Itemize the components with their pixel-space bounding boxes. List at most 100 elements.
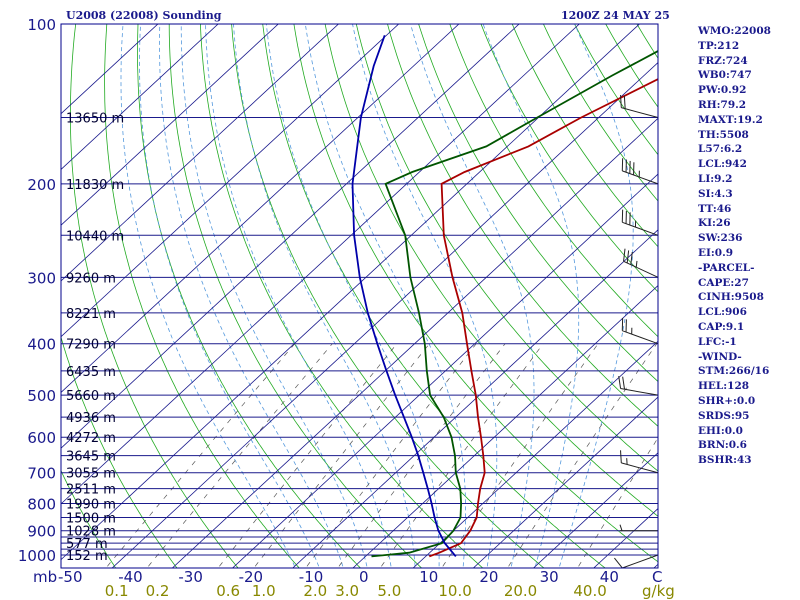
temperature-tick: 0 (359, 568, 369, 586)
mixing-ratio-line (508, 343, 658, 567)
moist-adiabat-line (139, 24, 320, 567)
index-item: SI:4.3 (698, 187, 733, 200)
mixing-ratio-line (442, 343, 599, 567)
isotherm-line (61, 24, 460, 393)
dry-adiabat-line (0, 12, 60, 577)
mixing-ratio-tick: 3.0 (335, 582, 359, 600)
temperature-tick: -50 (58, 568, 83, 586)
temperature-tick: -20 (239, 568, 264, 586)
wind-barb-feather (614, 557, 623, 569)
isotherm-line (231, 173, 658, 568)
index-item: TH:5508 (698, 128, 749, 141)
pressure-tick: 800 (27, 496, 56, 514)
index-item: LFC:-1 (698, 335, 737, 348)
mixing-ratio-tick: 20.0 (504, 582, 537, 600)
isotherm-line (412, 340, 658, 568)
index-item: CINH:9508 (698, 291, 764, 304)
height-label: 6435 m (66, 365, 116, 380)
wind-barbs (614, 95, 659, 569)
wind-barb (622, 554, 659, 569)
index-item: WMO:22008 (698, 25, 771, 37)
stability-indices: WMO:22008 TP:212 FRZ:724 WB0:747 PW:0.92 RH:7… (698, 24, 771, 468)
wind-barb-feather (623, 248, 626, 262)
isotherm-line (472, 396, 658, 568)
wind-barb (620, 388, 659, 396)
temperature-tick: -40 (118, 568, 143, 586)
index-item: -WIND- (698, 350, 742, 363)
wind-barb (622, 170, 659, 185)
height-label: 2511 m (66, 483, 116, 498)
wind-barb-feather (619, 524, 623, 531)
temperature-tick: 40 (600, 568, 619, 586)
moist-adiabat-line (180, 24, 368, 567)
moist-adiabat-line (410, 24, 535, 567)
wind-barb (621, 462, 659, 474)
index-item: PW:0.92 (698, 84, 747, 97)
dry-adiabat-line (262, 24, 606, 568)
isotherms (61, 24, 658, 568)
wind-barb-feather (635, 260, 638, 268)
index-item: STM:266/16 (698, 365, 770, 378)
dry-adiabat-line (449, 24, 658, 338)
index-item: LCL:906 (698, 306, 747, 319)
isotherm-line (61, 24, 279, 226)
height-label: 9260 m (66, 271, 116, 286)
mixing-ratio-tick: 0.2 (146, 582, 170, 600)
index-item: L57:6.2 (698, 143, 743, 156)
dry-adiabat-line (480, 24, 658, 293)
index-item: TT:46 (698, 202, 732, 215)
pressure-unit: mb (33, 568, 57, 586)
mixing-ratio-line (107, 343, 296, 567)
mixing-ratio-tick: 0.1 (105, 582, 129, 600)
height-label: 5660 m (66, 389, 116, 404)
index-item: TP:212 (698, 39, 740, 52)
mixing-ratio-tick: 5.0 (377, 582, 401, 600)
moist-adiabat-line (482, 24, 580, 567)
height-label: 3645 m (66, 450, 116, 465)
temperature-line (428, 78, 658, 558)
isotherm-line (292, 229, 658, 568)
height-label: 11830 m (66, 178, 124, 193)
dry-adiabat-line (61, 469, 117, 568)
index-item: -PARCEL- (698, 261, 755, 274)
wind-barb-feather (626, 250, 630, 264)
pressure-tick: 700 (27, 465, 56, 483)
isotherm-line (61, 24, 520, 449)
pressure-tick: 100 (27, 16, 56, 34)
index-item: FRZ:724 (698, 54, 748, 67)
index-item: HEL:128 (698, 380, 750, 393)
moist-adiabat-line (352, 24, 498, 567)
index-item: CAPE:27 (698, 276, 749, 289)
isotherm-line (171, 117, 658, 568)
moist-adiabat-line (265, 24, 440, 567)
chart-date: 1200Z 24 MAY 25 (561, 9, 670, 22)
index-item: KI:26 (698, 217, 731, 230)
dry-adiabat-line (355, 24, 658, 472)
plot-frame (60, 23, 659, 569)
index-item: SRDS:95 (698, 409, 750, 422)
index-item: RH:79.2 (698, 98, 747, 111)
mixing-ratio-tick: 40.0 (573, 582, 606, 600)
isobars (61, 24, 658, 556)
mixing-ratio-lines (107, 343, 658, 567)
wind-barb (621, 107, 659, 118)
height-label: 3055 m (66, 467, 116, 482)
height-label: 1500 m (66, 512, 116, 527)
pressure-tick: 500 (27, 387, 56, 405)
mixing-ratio-line (148, 343, 333, 567)
wind-barb (622, 330, 659, 345)
index-item: BSHR:43 (698, 454, 752, 467)
dry-adiabat-line (168, 24, 423, 568)
dry-adiabat-line (104, 24, 300, 568)
height-label: 152 m (66, 549, 108, 564)
height-label: 4936 m (66, 411, 116, 426)
index-item: SW:236 (698, 232, 743, 245)
pressure-tick: 200 (27, 176, 56, 194)
moist-adiabat-line (559, 24, 634, 567)
dry-adiabats (0, 12, 658, 577)
index-item: CAP:9.1 (698, 320, 745, 333)
axis-labels: 0.1 0.2 0.6 1.0 2.0 3.0 5.0 10.0 20.0 40.0 g/kg -50… (18, 16, 675, 600)
height-label: 7290 m (66, 338, 116, 353)
isotherm-line (61, 24, 641, 561)
